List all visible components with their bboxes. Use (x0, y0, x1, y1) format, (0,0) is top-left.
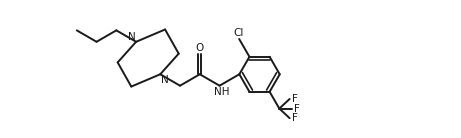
Text: F: F (292, 94, 298, 104)
Text: O: O (195, 43, 204, 53)
Text: N: N (161, 75, 169, 85)
Text: F: F (294, 104, 300, 114)
Text: NH: NH (213, 87, 229, 97)
Text: N: N (128, 31, 136, 42)
Text: Cl: Cl (233, 28, 243, 38)
Text: F: F (292, 113, 298, 123)
